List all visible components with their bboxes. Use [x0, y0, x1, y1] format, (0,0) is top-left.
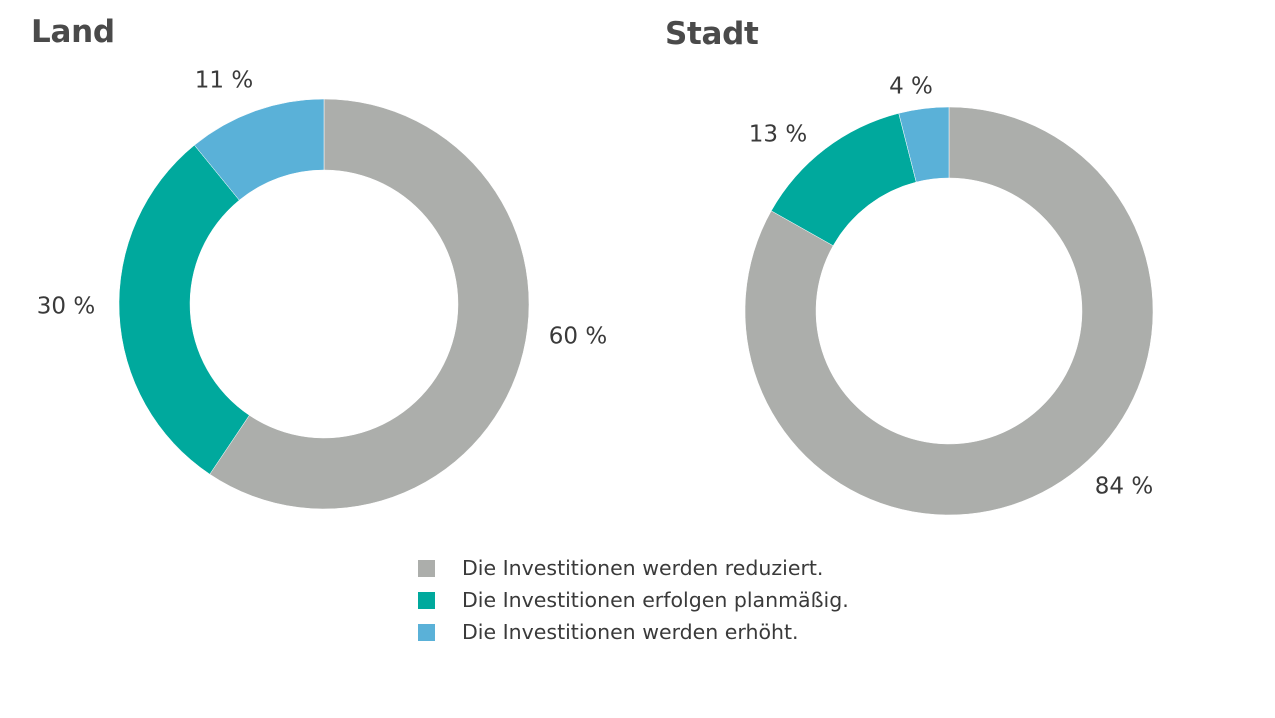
legend-item-increased: Die Investitionen werden erhöht.	[418, 616, 849, 648]
data-label-land-increased: 11 %	[195, 68, 253, 94]
chart-title-land: Land	[31, 14, 115, 50]
legend-label-planned: Die Investitionen erfolgen planmäßig.	[462, 588, 849, 612]
legend: Die Investitionen werden reduziert. Die …	[418, 552, 849, 648]
data-label-stadt-increased: 4 %	[889, 74, 933, 100]
legend-label-increased: Die Investitionen werden erhöht.	[462, 620, 799, 644]
legend-item-planned: Die Investitionen erfolgen planmäßig.	[418, 584, 849, 616]
data-label-land-reduced: 60 %	[549, 324, 607, 350]
legend-swatch-reduced	[418, 559, 435, 577]
donut-slice-land-increased	[194, 98, 325, 201]
data-label-land-planned: 30 %	[37, 294, 95, 320]
legend-swatch-increased	[418, 623, 435, 641]
legend-label-reduced: Die Investitionen werden reduziert.	[462, 556, 824, 580]
legend-swatch-planned	[418, 591, 435, 609]
chart-title-stadt: Stadt	[665, 16, 759, 52]
donut-slice-land-planned	[118, 144, 250, 475]
donut-slice-land-reduced	[209, 98, 530, 510]
legend-item-reduced: Die Investitionen werden reduziert.	[418, 552, 849, 584]
donut-slice-stadt-reduced	[744, 106, 1154, 516]
data-label-stadt-reduced: 84 %	[1095, 474, 1153, 500]
donut-slice-stadt-increased	[898, 106, 950, 183]
data-label-stadt-planned: 13 %	[749, 122, 807, 148]
